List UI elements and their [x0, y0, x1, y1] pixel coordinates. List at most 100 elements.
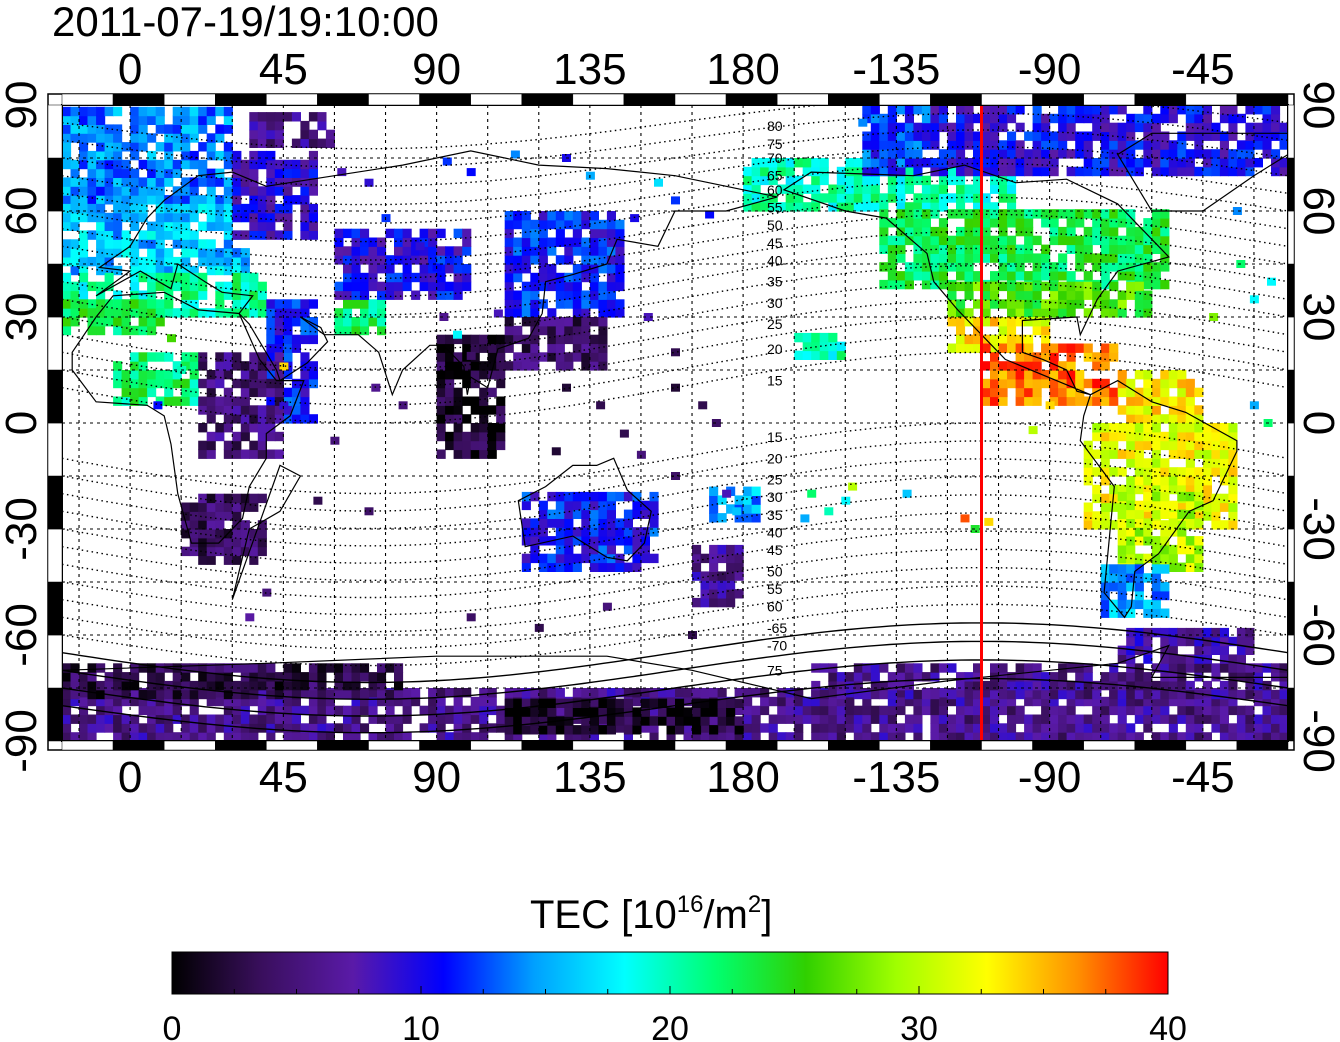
tec-cell: [1075, 253, 1085, 263]
tec-cell: [155, 203, 165, 214]
tec-cell: [1134, 387, 1144, 398]
tec-cell: [1083, 271, 1093, 281]
tec-cell: [598, 334, 608, 345]
tec-cell: [215, 195, 225, 205]
tec-cell: [581, 317, 591, 327]
tec-cell: [206, 239, 216, 249]
tec-cell: [598, 698, 608, 708]
tec-cell: [811, 175, 821, 186]
tec-cell: [496, 423, 506, 433]
tec-cell: [70, 281, 80, 292]
tec-cell: [189, 272, 199, 283]
tec-cell: [113, 203, 123, 214]
tec-cell: [1100, 149, 1110, 159]
mlat-contour: [62, 585, 1288, 650]
tec-cell: [138, 732, 148, 741]
tec-cell: [198, 195, 208, 205]
tec-cell: [1134, 271, 1144, 281]
tec-cell: [1083, 732, 1093, 741]
tec-cell: [1100, 290, 1110, 300]
tec-cell: [1151, 689, 1161, 700]
tec-cell: [598, 228, 608, 239]
tec-cell: [1041, 244, 1051, 254]
tec-cell: [947, 732, 957, 741]
tec-cell: [555, 688, 565, 698]
tec-cell: [181, 256, 191, 267]
tec-cell: [257, 221, 267, 231]
tec-cell: [726, 698, 736, 708]
tec-cell: [606, 255, 616, 265]
tec-cell: [198, 142, 208, 152]
tec-cell: [453, 405, 463, 415]
tec-cell: [1007, 158, 1017, 168]
tec-cell: [300, 221, 310, 231]
tec-cell: [1168, 484, 1178, 495]
tec-cell: [462, 705, 472, 716]
tec-cell: [1211, 440, 1221, 451]
tec-cell: [530, 527, 540, 537]
tec-cell: [164, 352, 174, 362]
tec-cell: [1168, 370, 1178, 380]
tec-cell: [1202, 696, 1212, 707]
tec-cell: [938, 113, 948, 124]
tec-cell: [921, 113, 931, 124]
tec-cell: [343, 290, 353, 300]
tec-cell: [360, 723, 370, 733]
axis-bar-segment: [61, 740, 114, 751]
tec-cell: [257, 680, 267, 691]
tec-cell: [581, 500, 591, 511]
tec-cell: [1041, 334, 1051, 345]
tec-cell: [155, 159, 165, 170]
tec-cell: [956, 140, 966, 150]
tec-cell: [249, 414, 259, 424]
tec-cell: [198, 378, 208, 389]
tec-cell: [956, 131, 966, 141]
tec-cell: [138, 272, 148, 283]
tec-cell: [274, 168, 284, 178]
tec-cell: [172, 239, 182, 249]
tec-cell: [1032, 732, 1042, 741]
tec-cell: [521, 290, 531, 300]
tec-cell: [283, 663, 293, 673]
tec-cell: [147, 308, 157, 318]
tec-cell: [164, 159, 174, 170]
tec-cell: [147, 705, 157, 716]
tec-cell: [581, 334, 591, 345]
tec-cell: [1194, 511, 1204, 521]
tec-cell: [283, 396, 293, 406]
coastlines: [62, 132, 1288, 741]
tec-cell: [862, 723, 872, 733]
tec-cell: [470, 440, 480, 451]
tec-cell: [513, 308, 523, 318]
tec-cell: [266, 689, 276, 700]
tec-cell: [266, 138, 276, 148]
tec-cell: [138, 212, 148, 223]
tec-cell: [581, 688, 591, 698]
tec-cell: [147, 186, 157, 196]
tec-cell: [113, 265, 123, 276]
tec-cell: [973, 317, 983, 327]
tec-cell: [589, 536, 599, 546]
tec-cell: [811, 705, 821, 716]
tec-cell: [1160, 564, 1170, 574]
tec-cell: [300, 177, 310, 187]
tec-cell: [547, 264, 557, 274]
tec-cell: [1109, 352, 1119, 362]
tec-cell: [836, 202, 846, 212]
tec-cell: [581, 536, 591, 546]
tec-cell: [453, 705, 463, 716]
tec-cell: [147, 689, 157, 700]
tec-cell: [223, 723, 233, 733]
tec-cell: [266, 334, 276, 345]
tec-cell: [308, 689, 318, 700]
tec-point: [984, 517, 994, 526]
tec-cell: [973, 131, 983, 141]
tec-cell: [589, 264, 599, 274]
tec-cell: [172, 115, 182, 125]
tec-cell: [79, 680, 89, 691]
tec-cell: [1185, 500, 1195, 511]
tec-cell: [1211, 627, 1221, 638]
tec-cell: [1109, 431, 1119, 442]
tec-cell: [870, 140, 880, 150]
tec-cell: [1024, 696, 1034, 707]
